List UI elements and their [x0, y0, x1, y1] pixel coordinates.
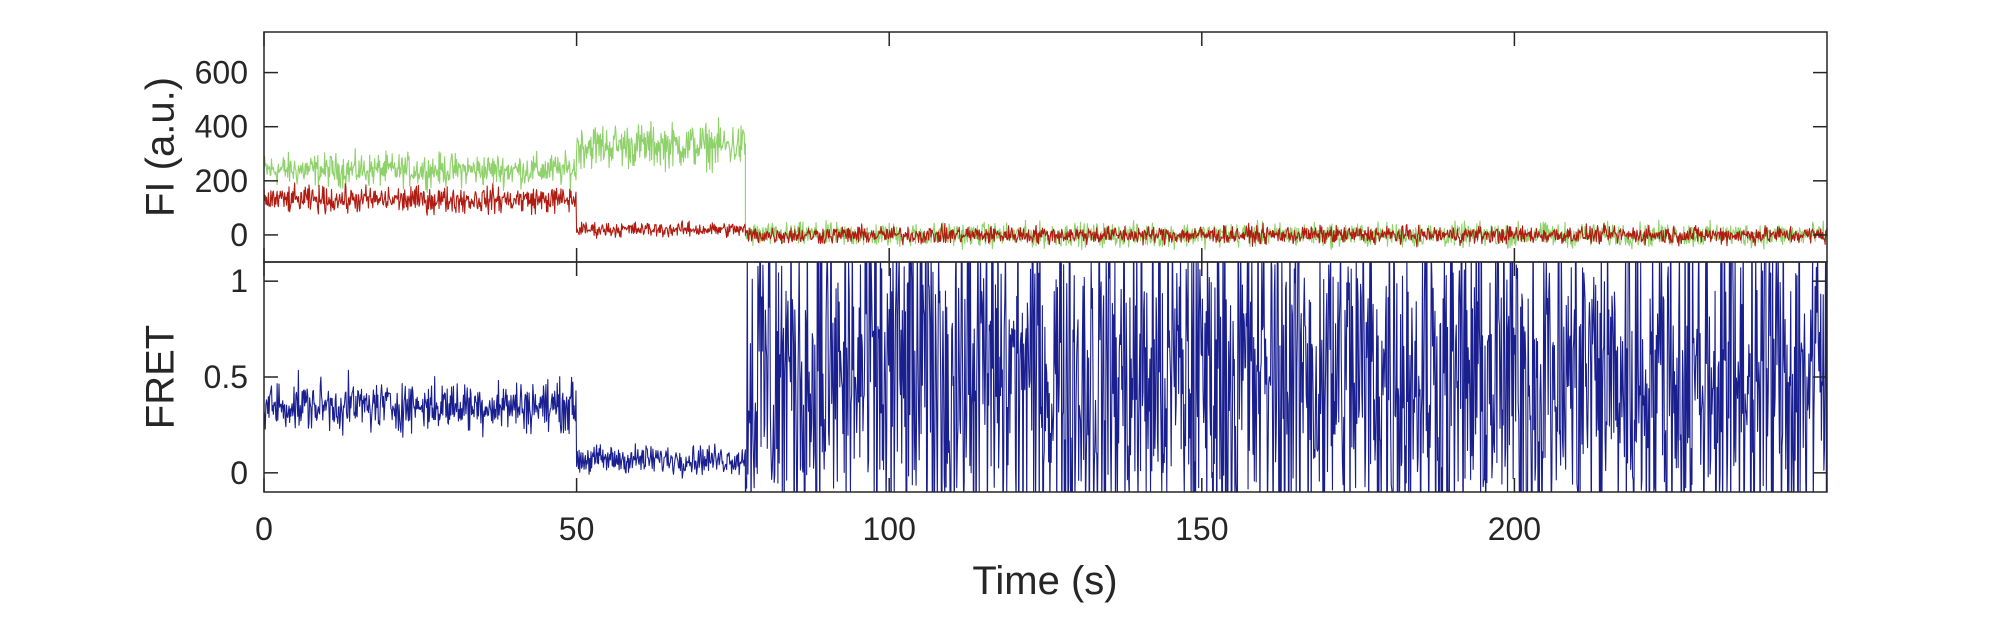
- time-x-tick-label-1: 50: [559, 511, 595, 547]
- fret-axes-box: [263, 261, 1828, 493]
- fluorescence-y-tick-labels: 0 200 400 600: [195, 55, 248, 253]
- time-x-tick-label-4: 200: [1488, 511, 1541, 547]
- fluorescence-y-tick-label-0: 0: [230, 217, 248, 253]
- fret-y-ticks: [264, 280, 1827, 474]
- time-x-tick-label-3: 150: [1175, 511, 1228, 547]
- fret-y-axis-label: FRET: [139, 325, 183, 429]
- time-x-tick-labels: 0 50 100 150 200: [255, 511, 1541, 547]
- fluorescence-y-axis-label: FI (a.u.): [139, 77, 183, 217]
- time-x-tick-label-0: 0: [255, 511, 273, 547]
- fluorescence-traces: [264, 117, 1827, 251]
- fret-traces: [264, 262, 1827, 492]
- fret-panel: 00.51 0 50 100 150 200 FRET Time (s): [139, 32, 1827, 603]
- fluorescence-y-tick-label-1: 200: [195, 163, 248, 199]
- fluorescence-y-tick-label-2: 400: [195, 109, 248, 145]
- fret-y-tick-labels: 00.51: [204, 263, 248, 491]
- fret-series-line-0: [264, 262, 1827, 492]
- fluorescence-panel: 0 200 400 600 FI (a.u.): [139, 55, 1827, 253]
- fret-y-tick-label-2: 1: [230, 263, 248, 299]
- time-x-tick-label-2: 100: [863, 511, 916, 547]
- fret-y-tick-label-0: 0: [230, 455, 248, 491]
- fluorescence-y-ticks: [264, 71, 1827, 236]
- fluorescence-series-line-0: [264, 117, 1827, 251]
- fluorescence-series-line-1: [264, 182, 1827, 248]
- fret-y-tick-label-1: 0.5: [204, 359, 248, 395]
- time-x-axis-label: Time (s): [972, 559, 1117, 603]
- fluorescence-y-tick-label-3: 600: [195, 55, 248, 91]
